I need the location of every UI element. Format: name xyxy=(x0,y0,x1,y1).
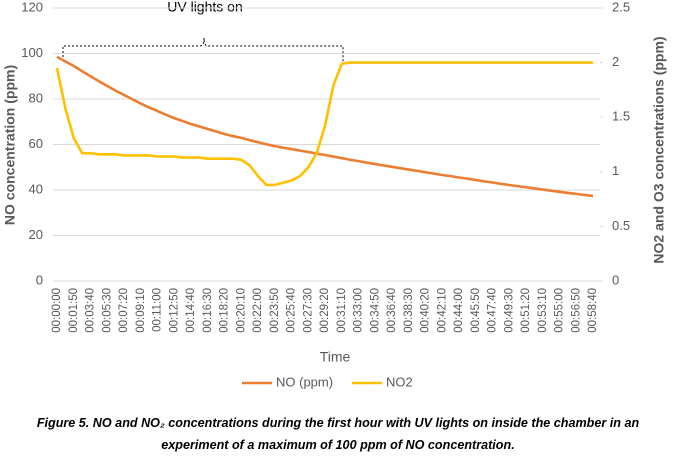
x-tick-label: 00:56:50 xyxy=(570,288,582,333)
legend-label: NO (ppm) xyxy=(276,374,333,389)
x-tick-label: 00:07:20 xyxy=(118,288,130,333)
x-tick-label: 00:49:30 xyxy=(503,288,515,333)
x-tick-label: 00:00:00 xyxy=(51,288,63,333)
caption: Figure 5. NO and NO₂ concentrations duri… xyxy=(36,416,640,452)
x-tick-label: 00:33:00 xyxy=(353,288,365,333)
x-tick-label: 00:38:30 xyxy=(403,288,415,333)
series-line xyxy=(56,55,594,198)
y-tick-label: 0 xyxy=(36,272,43,287)
x-tick-label: 00:34:50 xyxy=(369,288,381,333)
x-tick-label: 00:27:30 xyxy=(302,288,314,333)
y2-tick-label: 2 xyxy=(612,54,619,69)
uv-brace xyxy=(62,37,344,62)
x-tick-label: 00:53:10 xyxy=(537,288,549,333)
x-tick-label: 00:25:40 xyxy=(286,288,298,333)
x-axis-label: Time xyxy=(320,349,351,365)
y2-axis-label: NO2 and O3 concentrations (ppm) xyxy=(651,36,667,263)
y-tick-label: 40 xyxy=(29,181,43,196)
y2-tick-label: 0 xyxy=(612,272,619,287)
x-tick-label: 00:45:50 xyxy=(470,288,482,333)
y2-tick-label: 2.5 xyxy=(612,0,630,14)
x-tick-label: 00:42:10 xyxy=(436,288,448,333)
y-tick-label: 80 xyxy=(29,90,43,105)
x-tick-label: 00:14:40 xyxy=(185,288,197,333)
x-tick-label: 00:20:10 xyxy=(235,288,247,333)
x-tick-label: 00:36:40 xyxy=(386,288,398,333)
y-tick-label: 60 xyxy=(29,136,43,151)
x-tick-label: 00:11:00 xyxy=(152,288,164,332)
x-tick-label: 00:58:40 xyxy=(587,288,599,333)
x-tick-label: 00:18:20 xyxy=(219,288,231,333)
series-line xyxy=(55,61,593,187)
x-tick-label: 00:23:50 xyxy=(269,288,281,333)
x-tick-label: 00:12:50 xyxy=(168,288,180,333)
y-tick-label: 120 xyxy=(21,0,43,14)
y-tick-label: 20 xyxy=(29,227,43,242)
y2-tick-label: 0.5 xyxy=(612,218,630,233)
x-tick-label: 00:05:30 xyxy=(101,288,113,333)
annotation: UV lights on xyxy=(167,0,242,15)
y2-tick-label: 1.5 xyxy=(612,109,630,124)
x-tick-label: 00:47:40 xyxy=(487,288,499,333)
x-tick-label: 00:55:00 xyxy=(554,288,566,333)
y2-tick-label: 1 xyxy=(612,163,619,178)
x-tick-label: 00:29:20 xyxy=(319,288,331,333)
legend-label: NO2 xyxy=(386,374,413,389)
chart: UV lights on Time NO concentration (ppm)… xyxy=(2,0,667,389)
x-tick-label: 00:01:50 xyxy=(68,288,80,333)
x-tick-label: 00:03:40 xyxy=(85,288,97,333)
y-axis-label: NO concentration (ppm) xyxy=(2,65,18,225)
x-tick-label: 00:22:00 xyxy=(252,288,264,333)
x-tick-label: 00:44:00 xyxy=(453,288,465,333)
x-tick-label: 00:31:10 xyxy=(336,288,348,333)
x-tick-label: 00:51:20 xyxy=(520,288,532,333)
x-tick-label: 00:16:30 xyxy=(202,288,214,333)
x-tick-label: 00:09:10 xyxy=(135,288,147,333)
x-tick-label: 00:40:20 xyxy=(420,288,432,333)
y-tick-label: 100 xyxy=(21,45,43,60)
